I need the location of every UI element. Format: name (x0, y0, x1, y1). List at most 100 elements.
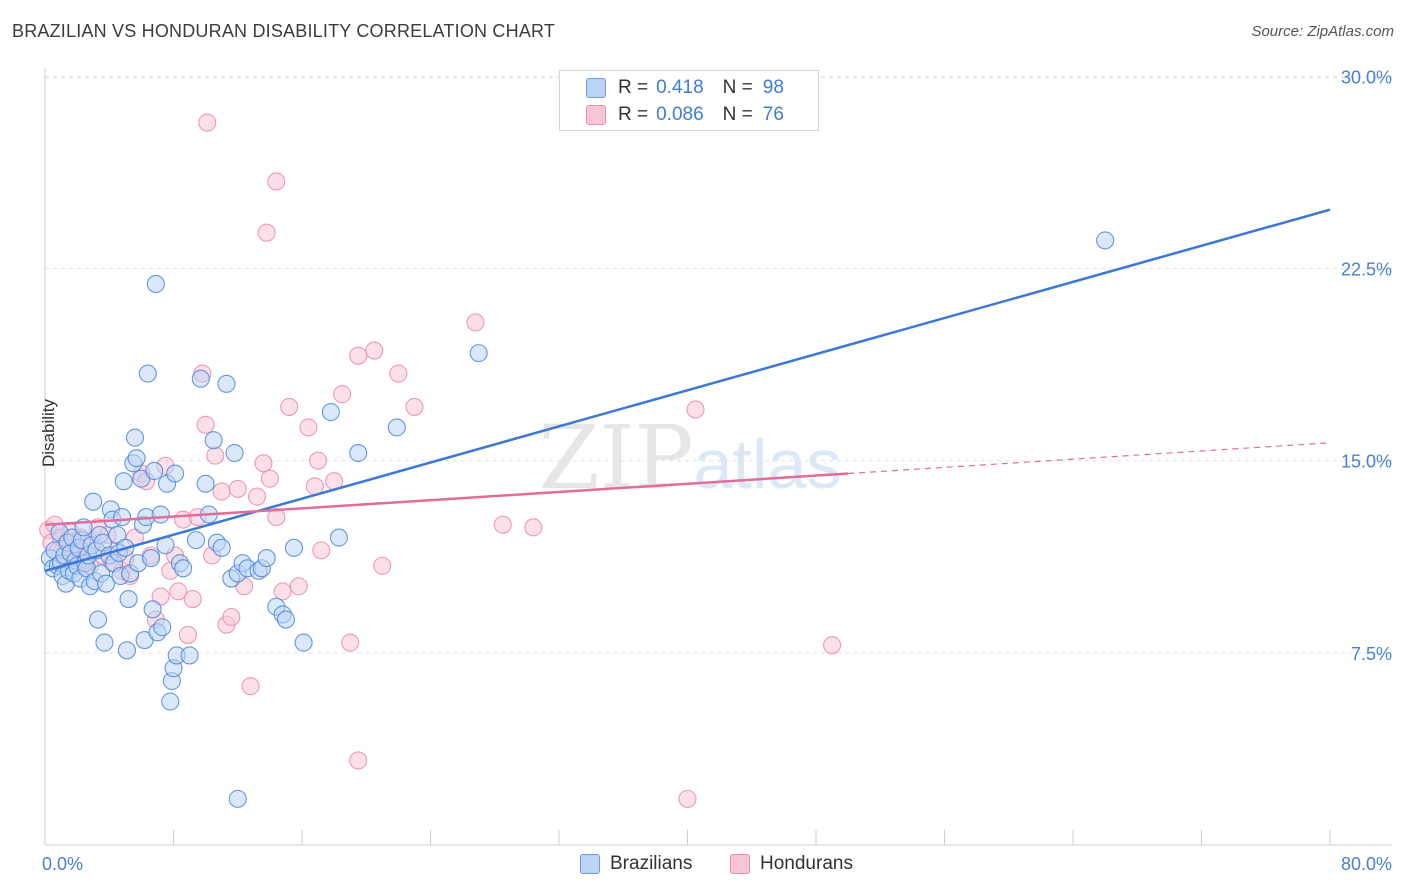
honduran-point (206, 446, 225, 465)
honduran-point (257, 223, 276, 242)
brazilian-point (151, 505, 170, 524)
hondurans-trend-line (44, 472, 849, 527)
brazilian-point (387, 418, 406, 437)
brazilian-point (96, 574, 116, 593)
brazilian-point (217, 374, 236, 393)
n-label: N = (722, 77, 753, 98)
brazilians-swatch (586, 78, 606, 98)
brazilian-point (88, 610, 108, 629)
brazilians-points (40, 231, 1115, 808)
brazilian-point (138, 364, 157, 383)
zipatlas-watermark: ZIPatlas (539, 406, 842, 509)
honduran-point (151, 587, 170, 606)
honduran-point (254, 454, 273, 473)
correlation-legend: R = 0.418 N = 98 R = 0.086 N = 76 (559, 70, 819, 131)
hondurans-legend-label: Hondurans (760, 853, 853, 874)
honduran-point (222, 607, 241, 627)
brazilians-swatch (580, 854, 600, 874)
r-label: R = (618, 77, 649, 98)
y-tick-label: 22.5% (1341, 260, 1392, 280)
brazilian-point (329, 528, 348, 547)
brazilian-point (196, 474, 215, 493)
honduran-point (312, 541, 331, 560)
honduran-point (196, 415, 215, 434)
honduran-point (183, 590, 202, 609)
brazilian-point (180, 646, 199, 665)
brazilian-point (127, 449, 146, 468)
honduran-point (299, 418, 318, 437)
legend-row-hondurans: R = 0.086 N = 76 (586, 102, 784, 128)
honduran-point (493, 515, 512, 534)
honduran-point (678, 789, 697, 808)
x-tick-labels: 0.0% 80.0% (42, 854, 1392, 874)
brazilians-legend-label: Brazilians (610, 853, 693, 874)
brazilian-point (145, 461, 164, 481)
brazilian-point (146, 274, 165, 293)
honduran-point (686, 400, 705, 419)
honduran-point (349, 751, 368, 770)
brazilian-point (212, 538, 231, 557)
n-label: N = (722, 104, 753, 125)
brazilians-trend-line (44, 208, 1331, 573)
brazilian-point (1096, 231, 1115, 250)
bottom-legend-hondurans: Hondurans (730, 851, 853, 877)
brazilians-n-value: 98 (762, 77, 784, 98)
honduran-point (289, 577, 308, 596)
brazilian-point (84, 492, 103, 511)
honduran-point (198, 113, 217, 132)
honduran-point (228, 479, 247, 498)
brazilian-point (153, 618, 172, 637)
brazilian-point (125, 428, 144, 447)
honduran-point (247, 487, 267, 506)
honduran-point (389, 364, 408, 383)
honduran-point (365, 341, 384, 360)
y-tick-label: 30.0% (1341, 67, 1392, 87)
honduran-point (524, 518, 543, 537)
brazilian-point (284, 538, 304, 557)
brazilian-point (204, 431, 223, 450)
brazilian-point (186, 531, 206, 550)
honduran-point (169, 582, 188, 601)
y-tick-labels: 7.5% 15.0% 22.5% 30.0% (1341, 67, 1392, 663)
brazilian-point (166, 464, 185, 483)
honduran-point (267, 172, 286, 191)
brazilian-point (117, 641, 136, 660)
brazilian-point (225, 443, 244, 463)
brazilian-point (95, 633, 114, 652)
honduran-point (267, 508, 286, 527)
brazilian-point (114, 472, 133, 491)
honduran-point (309, 451, 328, 470)
brazilian-point (349, 443, 368, 463)
hondurans-r-value: 0.086 (656, 104, 704, 125)
brazilian-point (119, 590, 138, 609)
brazilian-point (469, 344, 488, 363)
honduran-point (260, 469, 279, 488)
honduran-point (178, 625, 198, 644)
brazilian-point (143, 600, 162, 619)
honduran-point (349, 346, 368, 365)
brazilian-point (321, 402, 340, 422)
brazilian-point (276, 610, 295, 629)
axes (44, 68, 1392, 846)
hondurans-swatch (586, 105, 606, 125)
honduran-point (273, 582, 292, 601)
honduran-point (241, 677, 260, 696)
brazilian-point (228, 789, 247, 808)
source-label: Source: ZipAtlas.com (1251, 23, 1394, 40)
brazilian-point (174, 559, 193, 578)
brazilian-point (257, 549, 276, 568)
r-label: R = (618, 104, 649, 125)
brazilian-point (294, 633, 313, 652)
y-axis-label: Disability (39, 398, 58, 467)
honduran-point (280, 397, 299, 416)
x-tick-label: 80.0% (1341, 854, 1392, 874)
honduran-point (466, 313, 485, 332)
chart-title: BRAZILIAN VS HONDURAN DISABILITY CORRELA… (12, 21, 556, 41)
brazilian-point (141, 549, 161, 568)
honduran-point (212, 482, 231, 501)
trend-lines (44, 208, 1331, 573)
legend-row-brazilians: R = 0.418 N = 98 (586, 75, 784, 101)
brazilians-r-value: 0.418 (656, 77, 704, 98)
honduran-point (341, 633, 360, 652)
honduran-point (333, 385, 352, 404)
